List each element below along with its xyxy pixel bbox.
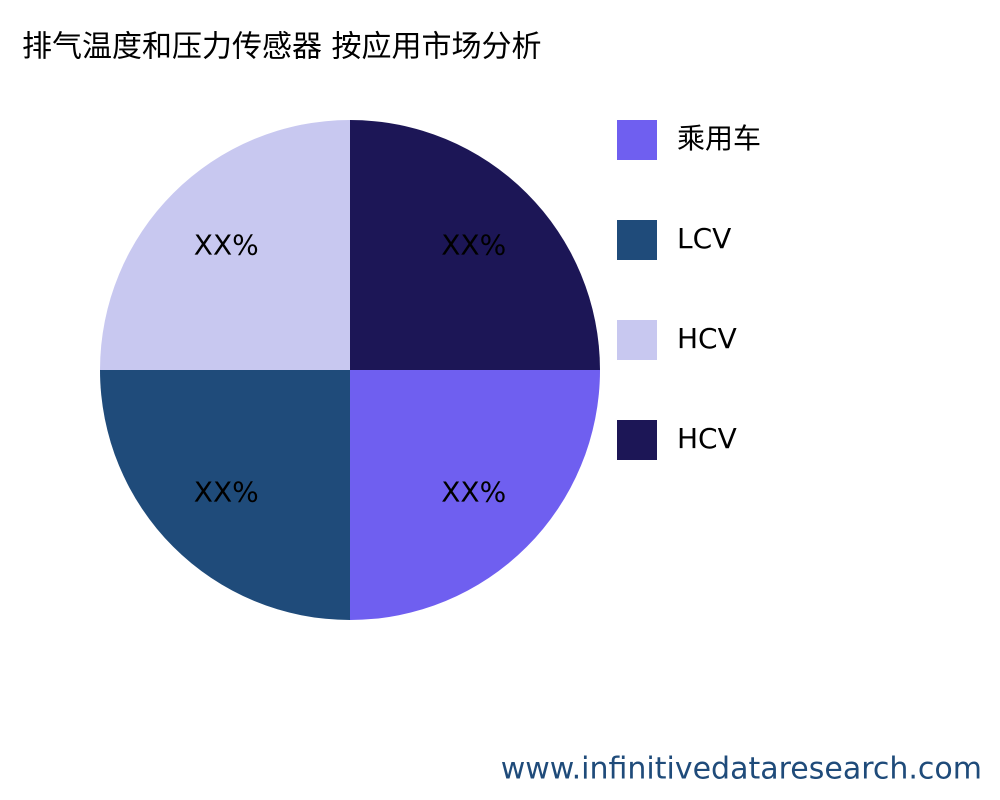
pie-slice: [350, 120, 600, 370]
pie-slice: [350, 370, 600, 620]
legend-swatch: [617, 420, 657, 460]
legend-label: 乘用车: [677, 122, 761, 155]
slice-label: XX%: [441, 228, 506, 261]
legend-label: HCV: [677, 422, 737, 455]
chart-title: 排气温度和压力传感器 按应用市场分析: [22, 30, 542, 65]
watermark: www.infinitivedataresearch.com: [501, 752, 982, 787]
slice-label: XX%: [194, 476, 259, 509]
legend-swatch: [617, 120, 657, 160]
legend-label: HCV: [677, 322, 737, 355]
legend-label: LCV: [677, 222, 731, 255]
pie-slice: [100, 370, 350, 620]
pie-slice: [100, 120, 350, 370]
legend-swatch: [617, 220, 657, 260]
legend-swatch: [617, 320, 657, 360]
slice-label: XX%: [194, 228, 259, 261]
slice-label: XX%: [441, 476, 506, 509]
